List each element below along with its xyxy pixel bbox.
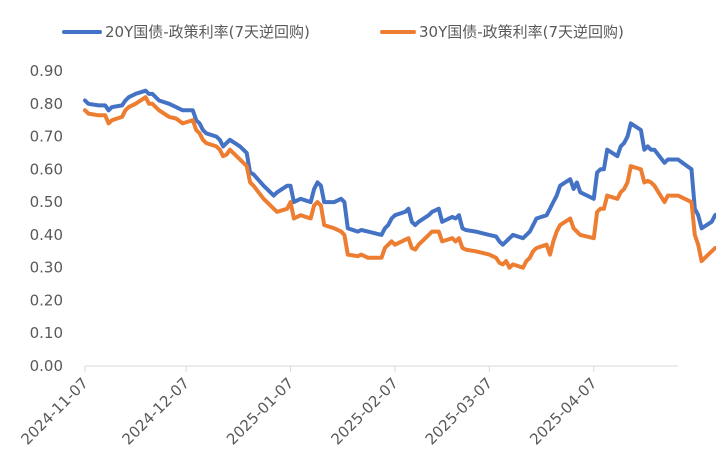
series-line-20y — [83, 88, 716, 247]
x-tick-label: 2025-03-07 — [422, 374, 496, 448]
legend-label-30y: 30Y国债-政策利率(7天逆回购) — [419, 23, 624, 41]
y-tick-label: 0.90 — [30, 62, 63, 80]
x-tick-label: 2024-11-07 — [17, 374, 91, 448]
y-tick-label: 0.60 — [30, 160, 63, 178]
y-tick-label: 0.30 — [30, 259, 63, 277]
x-tick-label: 2025-01-07 — [223, 374, 297, 448]
y-tick-label: 0.70 — [30, 128, 63, 146]
y-tick-label: 0.20 — [30, 291, 63, 309]
y-tick-label: 0.00 — [30, 357, 63, 375]
x-tick-label: 2025-02-07 — [327, 374, 401, 448]
x-axis: 2024-11-07 2024-12-07 2025-01-07 2025-02-07… — [17, 365, 678, 448]
y-tick-label: 0.50 — [30, 193, 63, 211]
y-axis: 0.00 0.10 0.20 0.30 0.40 0.50 0.60 0.70 0.80 0.90 — [30, 62, 63, 375]
legend-label-20y: 20Y国债-政策利率(7天逆回购) — [105, 23, 310, 41]
legend: 20Y国债-政策利率(7天逆回购) 30Y国债-政策利率(7天逆回购) — [62, 23, 624, 41]
x-tick-label: 2024-12-07 — [119, 374, 193, 448]
series-line-30y — [83, 95, 716, 270]
y-tick-label: 0.80 — [30, 95, 63, 113]
x-tick-label: 2025-04-07 — [526, 374, 600, 448]
series-layer — [83, 88, 716, 270]
y-tick-label: 0.10 — [30, 324, 63, 342]
y-tick-label: 0.40 — [30, 226, 63, 244]
